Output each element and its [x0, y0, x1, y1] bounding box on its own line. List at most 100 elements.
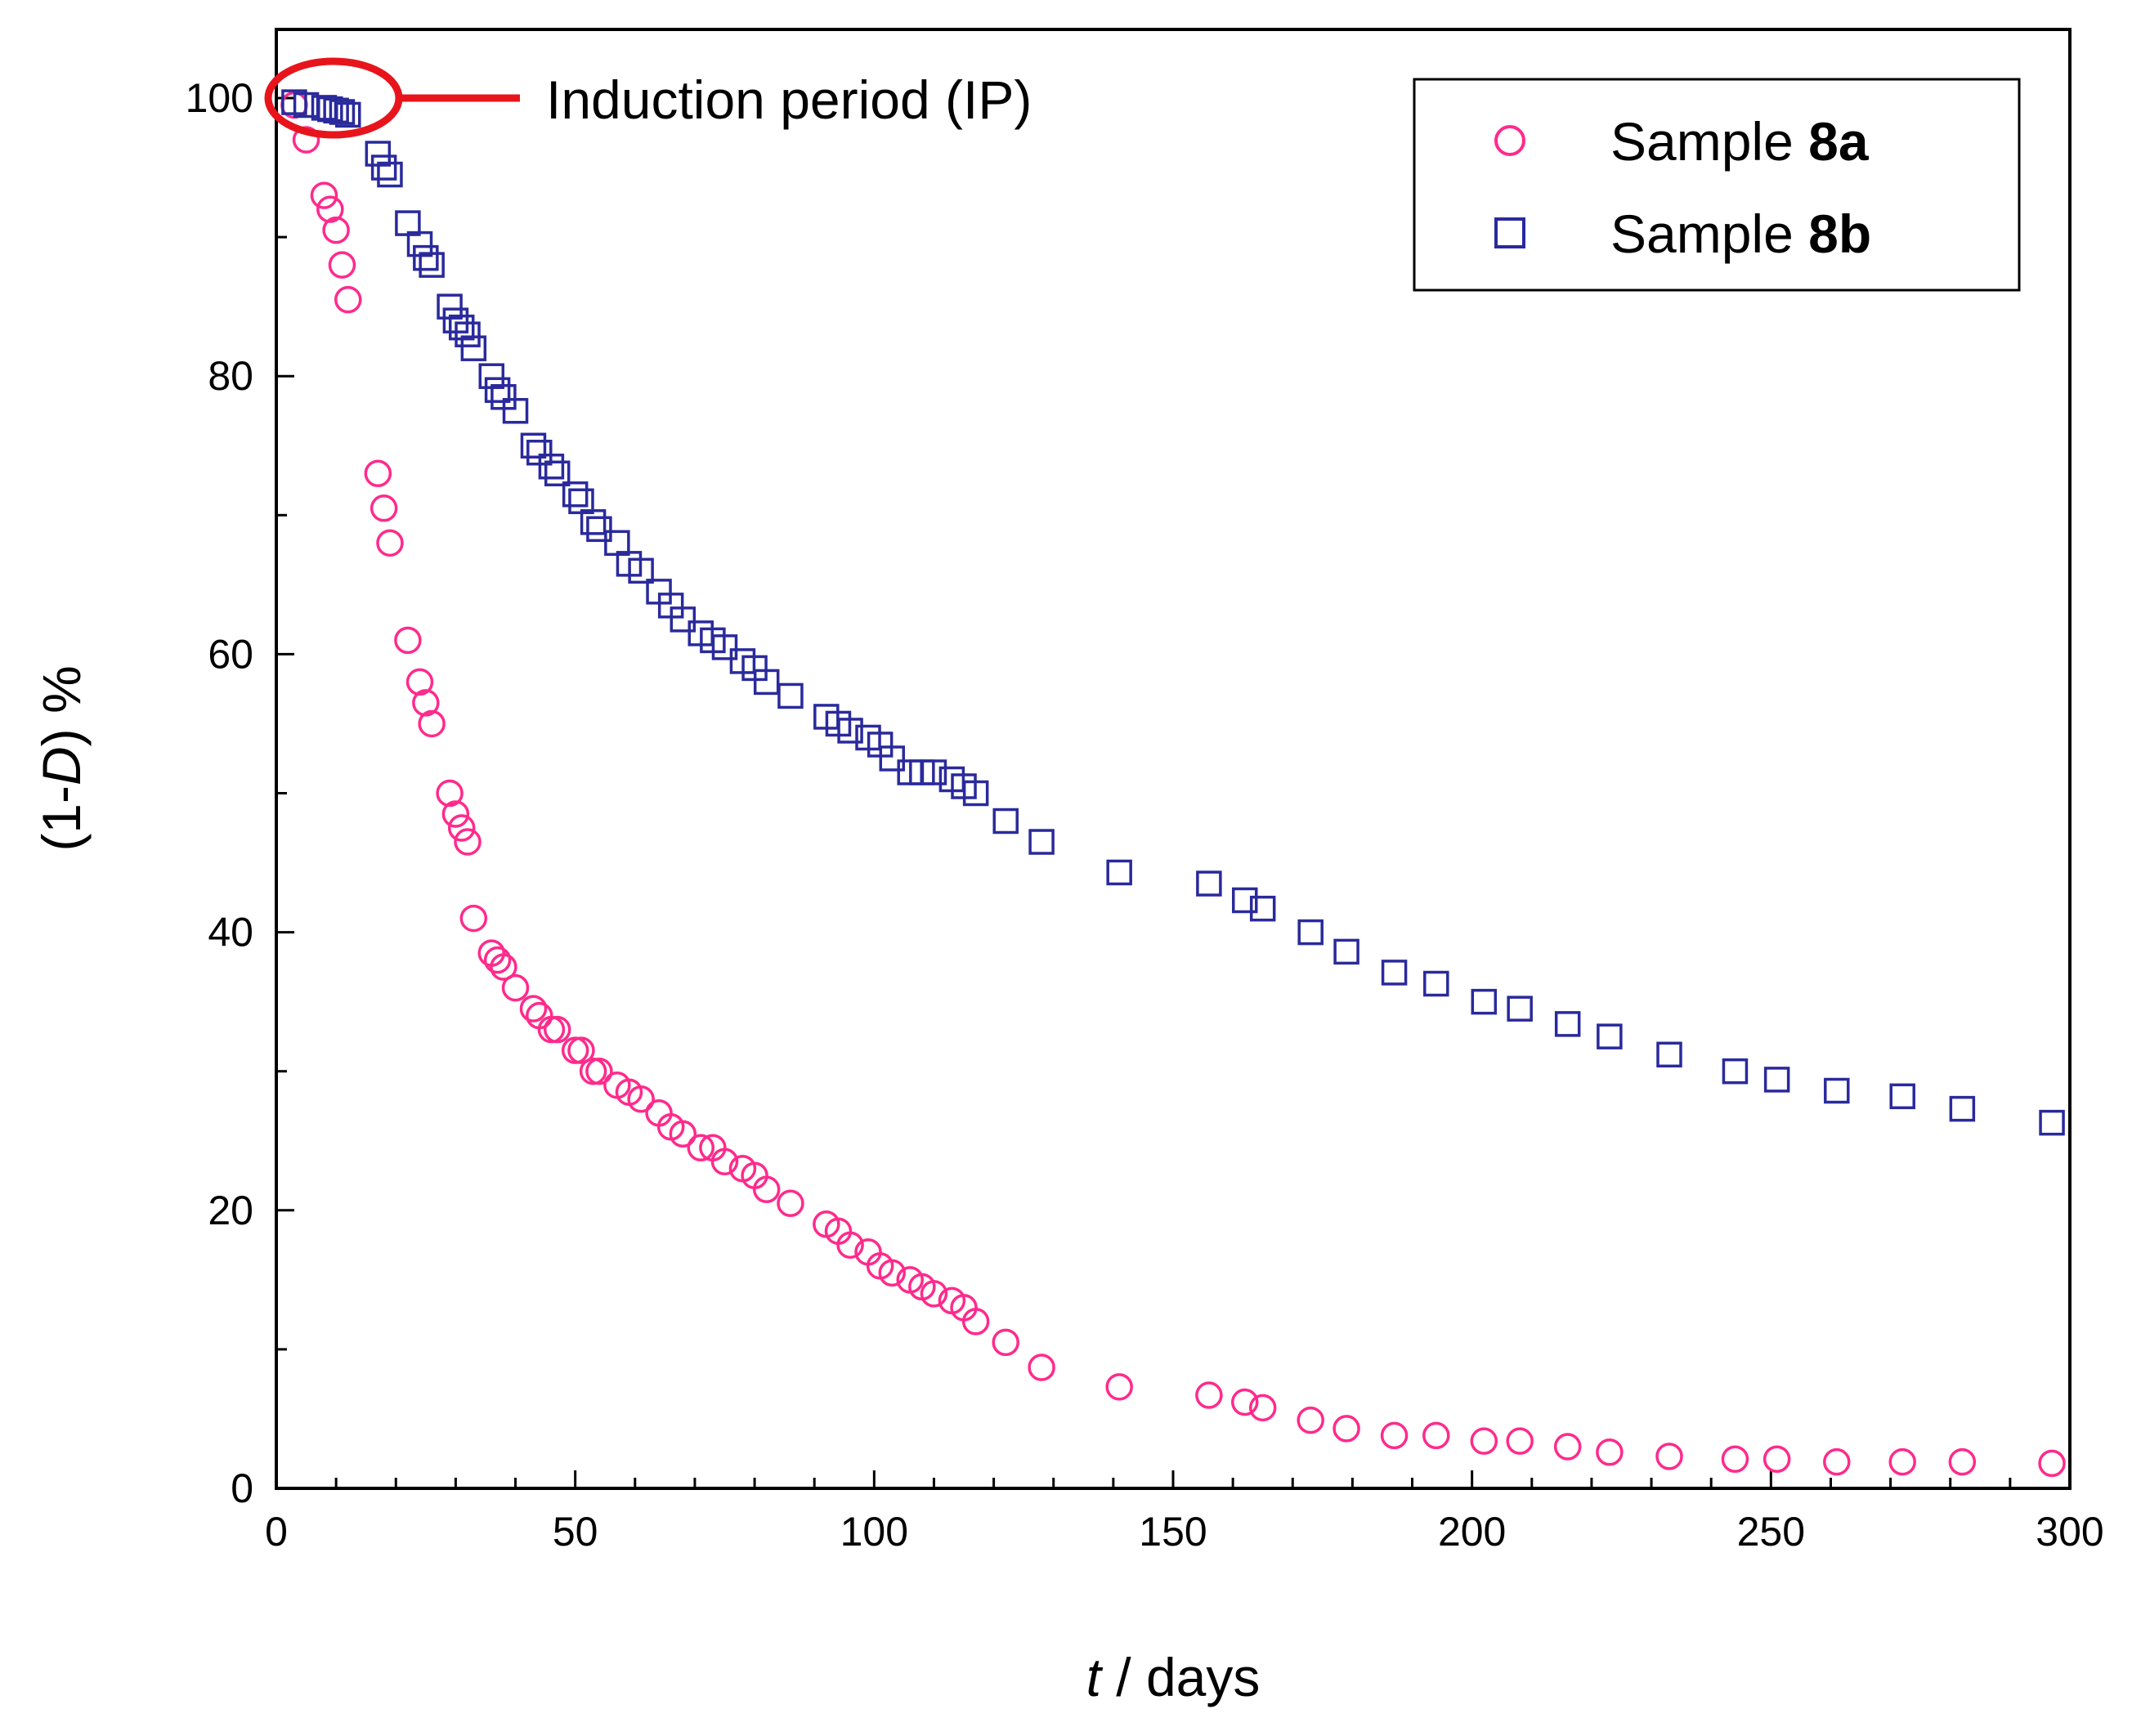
data-point-8b — [879, 745, 906, 772]
data-point-8a — [1762, 1445, 1791, 1474]
data-point-8a — [836, 1231, 864, 1259]
data-point-8a — [483, 946, 512, 974]
data-point-8a — [1506, 1427, 1534, 1455]
y-tick-label: 0 — [231, 1465, 253, 1511]
data-point-8b — [920, 759, 947, 785]
data-point-8b — [992, 808, 1019, 834]
data-point-8a — [328, 251, 356, 279]
data-point-8b — [1554, 1011, 1581, 1037]
data-point-8a — [292, 126, 320, 154]
data-point-8a — [585, 1057, 613, 1085]
data-point-8b — [1232, 887, 1258, 914]
data-point-8b — [628, 557, 654, 584]
data-point-8b — [777, 682, 804, 709]
data-point-8a — [1028, 1353, 1055, 1381]
data-point-8b — [580, 509, 607, 535]
data-point-8a — [878, 1259, 907, 1287]
data-point-8b — [413, 244, 439, 271]
x-tick-label: 200 — [1438, 1509, 1506, 1555]
annotation-label: Induction period (IP) — [546, 69, 1032, 130]
data-point-8a — [687, 1134, 714, 1162]
data-point-8b — [1722, 1058, 1749, 1085]
data-point-8a — [447, 814, 476, 842]
data-point-8a — [1655, 1443, 1683, 1470]
data-point-8a — [501, 973, 530, 1002]
data-point-8b — [837, 718, 863, 744]
y-tick-label: 80 — [208, 353, 253, 399]
data-point-8a — [436, 779, 464, 808]
data-point-8a — [992, 1328, 1019, 1357]
legend-label-8b-bold: 8b — [1808, 204, 1871, 264]
legend-label-8a: Sample 8a — [1610, 111, 1870, 172]
data-point-8a — [710, 1148, 739, 1176]
data-point-8a — [2038, 1449, 2066, 1478]
data-point-8a — [316, 195, 344, 223]
x-tick-label: 150 — [1139, 1509, 1207, 1555]
data-point-8b — [1471, 988, 1498, 1015]
y-tick-label: 40 — [208, 910, 253, 955]
data-point-8b — [1196, 870, 1222, 897]
data-point-8a — [1297, 1406, 1324, 1434]
data-point-8a — [1823, 1447, 1851, 1476]
legend-label-8b-prefix: Sample — [1610, 204, 1808, 264]
data-point-8b — [1333, 938, 1359, 965]
data-point-8b — [962, 780, 989, 807]
x-axis-title-italic: t — [1086, 1647, 1104, 1707]
data-point-8b — [711, 634, 738, 660]
data-point-8b — [455, 321, 481, 347]
data-point-8a — [441, 800, 470, 828]
data-point-8a — [1105, 1373, 1133, 1401]
data-point-8b — [1381, 960, 1408, 986]
data-point-8b — [419, 252, 445, 278]
data-point-8a — [920, 1280, 948, 1308]
data-point-8a — [394, 626, 422, 655]
legend-entry-8a: Sample 8a — [1494, 111, 1870, 172]
data-point-8a — [1248, 1394, 1277, 1422]
y-tick-label: 100 — [186, 75, 253, 121]
x-axis-title: t / days — [1086, 1647, 1261, 1707]
data-point-8b — [1507, 996, 1533, 1022]
data-point-8b — [586, 516, 612, 543]
y-tick-label: 20 — [208, 1188, 253, 1233]
x-tick-label: 100 — [840, 1509, 908, 1555]
series-8a — [280, 91, 2066, 1478]
x-tick-label: 300 — [2036, 1509, 2103, 1555]
y-axis-title-suffix: ) % — [31, 665, 92, 746]
legend-entry-8b: Sample 8b — [1494, 204, 1871, 264]
data-point-8b — [1763, 1067, 1790, 1093]
data-point-8b — [329, 99, 356, 125]
x-tick-label: 50 — [553, 1509, 598, 1555]
data-point-8a — [364, 459, 392, 488]
data-point-8a — [454, 828, 481, 856]
data-point-8b — [753, 669, 780, 696]
legend-box — [1413, 78, 2021, 292]
data-point-8b — [1949, 1095, 1976, 1122]
y-axis-title-prefix: (1- — [31, 785, 92, 852]
data-point-8a — [561, 1036, 589, 1064]
data-point-8a — [412, 689, 440, 717]
data-point-8b — [1824, 1077, 1850, 1104]
data-point-8b — [1597, 1023, 1623, 1049]
data-point-8a — [490, 953, 517, 981]
data-point-8a — [310, 181, 338, 209]
data-point-8b — [1106, 859, 1132, 886]
series-layer — [280, 89, 2066, 1478]
data-point-8a — [1596, 1438, 1624, 1466]
data-point-8a — [370, 494, 398, 522]
legend-label-8b: Sample 8b — [1610, 204, 1871, 264]
data-point-8b — [335, 101, 361, 128]
data-point-8b — [460, 335, 487, 361]
data-point-8b — [2039, 1109, 2065, 1136]
data-point-8b — [1889, 1083, 1915, 1110]
data-point-8a — [376, 529, 404, 557]
x-tick-label: 0 — [265, 1509, 288, 1555]
data-point-8a — [1553, 1433, 1582, 1461]
data-point-8a — [543, 1015, 571, 1044]
data-point-8a — [777, 1189, 804, 1218]
data-point-8a — [1948, 1447, 1977, 1476]
induction-period-annotation: Induction period (IP) — [264, 57, 1032, 139]
legend-marker-circle — [1494, 125, 1525, 156]
data-point-8a — [1380, 1421, 1409, 1450]
data-point-8a — [1721, 1445, 1749, 1474]
